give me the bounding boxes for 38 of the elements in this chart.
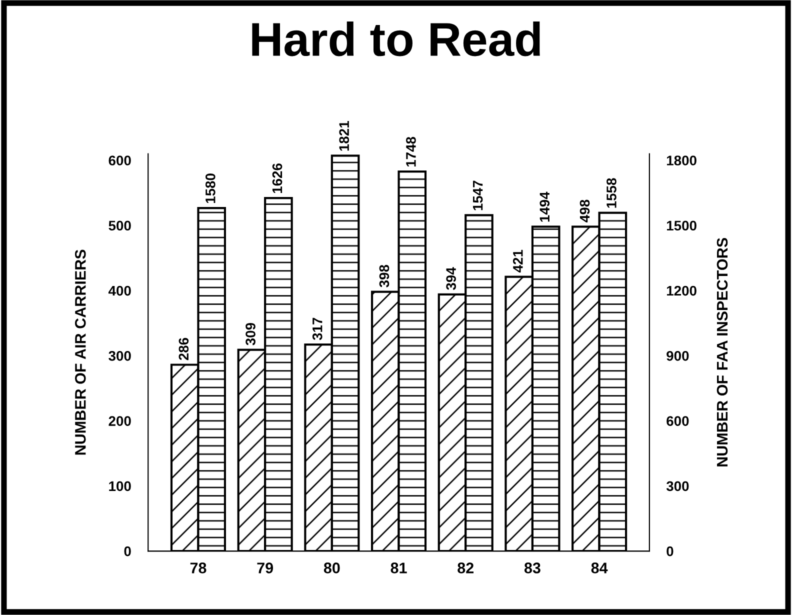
y2-tick-label: 1500 xyxy=(666,220,696,231)
y-tick-label: 300 xyxy=(108,350,131,361)
data-label: 1547 xyxy=(473,180,483,210)
x-tick-label: 82 xyxy=(458,562,474,574)
data-label: 394 xyxy=(446,267,456,290)
y2-tick-label: 300 xyxy=(666,481,689,492)
y2-tick-label: 1200 xyxy=(666,286,696,296)
data-label: 398 xyxy=(379,264,390,288)
y2-tick-label: 1800 xyxy=(666,156,696,166)
data-label: 1821 xyxy=(339,121,350,151)
data-label: 498 xyxy=(580,200,590,222)
y2-tick-label: 900 xyxy=(666,350,689,361)
data-label: 286 xyxy=(178,338,189,360)
y-tick-label: 600 xyxy=(108,156,131,166)
y-tick-label: 200 xyxy=(108,416,131,426)
data-label: 1748 xyxy=(406,136,416,167)
data-label: 1558 xyxy=(606,178,616,208)
x-tick-label: 83 xyxy=(524,562,540,574)
x-tick-label: 84 xyxy=(591,562,608,574)
y2-tick-label: 600 xyxy=(666,416,689,426)
x-tick-label: 78 xyxy=(190,562,206,574)
data-label: 421 xyxy=(512,250,523,272)
data-label: 309 xyxy=(246,322,256,346)
y2-axis-title: NUMBER OF FAA INSPECTORS xyxy=(716,238,728,466)
y-tick-label: 500 xyxy=(108,220,131,231)
y-tick-label: 100 xyxy=(109,481,131,492)
y-tick-label: 400 xyxy=(108,286,131,296)
x-tick-label: 80 xyxy=(324,562,340,574)
data-label: 1626 xyxy=(272,163,282,193)
x-tick-label: 81 xyxy=(390,562,407,574)
data-label: 1580 xyxy=(206,174,216,203)
data-label: 1494 xyxy=(540,192,550,222)
x-tick-label: 79 xyxy=(257,562,274,574)
y2-tick-label: 0 xyxy=(666,546,674,556)
data-label: 317 xyxy=(312,318,322,340)
y-tick-label: 0 xyxy=(124,546,131,556)
chart-title: Hard to Read xyxy=(252,22,540,56)
y-axis-title: NUMBER OF AIR CARRIERS xyxy=(74,250,86,455)
